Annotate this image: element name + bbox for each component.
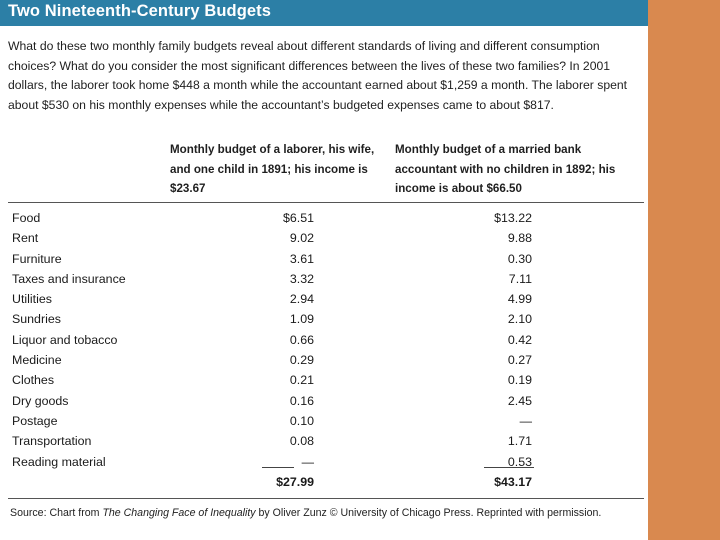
accent-sidebar (648, 0, 720, 540)
source-suffix: by Oliver Zunz © University of Chicago P… (255, 507, 602, 519)
table-row: Dry goods 0.16 2.45 (12, 391, 642, 411)
intro-paragraph: What do these two monthly family budgets… (8, 39, 628, 112)
table-row: Reading material — 0.53 (12, 452, 642, 472)
laborer-value: 3.32 (289, 271, 314, 286)
row-label: Liquor and tobacco (12, 332, 118, 347)
row-label: Taxes and insurance (12, 271, 126, 286)
accountant-value: 0.30 (507, 251, 532, 266)
laborer-value: 0.10 (289, 413, 314, 428)
column-header-laborer: Monthly budget of a laborer, his wife, a… (170, 143, 375, 195)
accountant-value: 7.11 (508, 271, 532, 286)
accountant-value: 0.42 (507, 332, 532, 347)
row-label: Dry goods (12, 393, 69, 408)
laborer-value: 3.61 (289, 251, 314, 266)
accountant-total: $43.17 (494, 475, 532, 489)
table-top-rule (8, 202, 644, 203)
accountant-value: — (519, 413, 532, 428)
row-label: Postage (12, 413, 58, 428)
laborer-value: 0.29 (289, 353, 314, 368)
accountant-sum-rule (484, 467, 534, 468)
table-row: Clothes 0.21 0.19 (12, 370, 642, 390)
laborer-value: 1.09 (289, 312, 314, 327)
laborer-value: 0.21 (289, 373, 314, 388)
table-row: Rent 9.02 9.88 (12, 228, 642, 248)
source-note: Source: Chart from The Changing Face of … (10, 505, 640, 522)
accountant-value: 2.10 (507, 312, 532, 327)
table-row: Furniture 3.61 0.30 (12, 249, 642, 269)
laborer-value: 0.66 (289, 332, 314, 347)
table-row: Liquor and tobacco 0.66 0.42 (12, 330, 642, 350)
laborer-value: 0.16 (289, 393, 314, 408)
row-label: Clothes (12, 373, 55, 388)
accountant-value: 4.99 (507, 292, 532, 307)
row-label: Furniture (12, 251, 62, 266)
totals-row: $27.99 $43.17 (12, 472, 642, 492)
table-row: Sundries 1.09 2.10 (12, 309, 642, 329)
table-row: Food $6.51 $13.22 (12, 208, 642, 228)
row-label: Reading material (12, 454, 106, 469)
title-bar: Two Nineteenth-Century Budgets (0, 0, 648, 26)
source-book-title: The Changing Face of Inequality (102, 507, 256, 519)
table-row: Transportation 0.08 1.71 (12, 431, 642, 451)
row-label: Utilities (12, 292, 52, 307)
row-label: Sundries (12, 312, 61, 327)
table-row: Postage 0.10 — (12, 411, 642, 431)
accountant-value: $13.22 (494, 211, 532, 225)
laborer-sum-rule (262, 467, 294, 468)
accountant-value: 9.88 (507, 231, 532, 246)
table-row: Medicine 0.29 0.27 (12, 350, 642, 370)
accountant-value: 0.27 (507, 353, 532, 368)
page-title: Two Nineteenth-Century Budgets (8, 2, 272, 20)
table-row: Utilities 2.94 4.99 (12, 289, 642, 309)
column-header-accountant: Monthly budget of a married bank account… (395, 143, 616, 195)
accountant-value: 1.71 (507, 434, 532, 449)
laborer-value: 9.02 (289, 231, 314, 246)
accountant-value: 0.53 (507, 454, 532, 469)
row-label: Rent (12, 231, 39, 246)
laborer-value: — (301, 454, 314, 469)
row-label: Food (12, 211, 41, 225)
laborer-value: 0.08 (289, 434, 314, 449)
row-label: Transportation (12, 434, 92, 449)
laborer-total: $27.99 (276, 475, 314, 489)
table-row: Taxes and insurance 3.32 7.11 (12, 269, 642, 289)
table-bottom-rule (8, 498, 644, 499)
laborer-value: 2.94 (289, 292, 314, 307)
accountant-value: 0.19 (507, 373, 532, 388)
accountant-value: 2.45 (507, 393, 532, 408)
laborer-value: $6.51 (282, 211, 314, 225)
source-prefix: Source: Chart from (10, 507, 103, 519)
budget-table: Food $6.51 $13.22 Rent 9.02 9.88 Furniture 3.… (12, 208, 642, 472)
row-label: Medicine (12, 353, 62, 368)
